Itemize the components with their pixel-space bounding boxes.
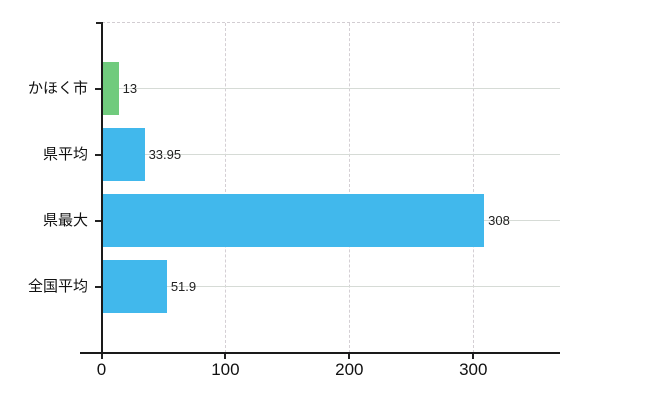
- category-label-1: 県平均: [42, 145, 88, 163]
- x-tick-0: [100, 354, 103, 359]
- value-label-1: 33.95: [148, 146, 182, 162]
- x-tick-100: [224, 354, 227, 359]
- gridline-horizontal-row3: [101, 286, 560, 288]
- gridline-vertical-100: [225, 22, 227, 353]
- plot-top-border: [101, 21, 560, 23]
- gridline-horizontal-row1: [101, 154, 560, 156]
- bar-3[interactable]: [102, 260, 167, 314]
- gridline-horizontal-row0: [101, 88, 560, 90]
- gridline-vertical-200: [349, 22, 351, 353]
- x-tick-200: [348, 354, 351, 359]
- category-tick-2: [94, 219, 101, 222]
- category-tick-0: [94, 87, 101, 90]
- y-axis-line: [100, 21, 103, 353]
- x-tick-label-100: 100: [211, 360, 240, 379]
- category-label-0: かほく市: [27, 79, 88, 97]
- value-label-3: 51.9: [170, 278, 197, 294]
- x-axis-line: [80, 352, 560, 354]
- bar-2[interactable]: [102, 194, 485, 248]
- gridline-vertical-300: [473, 22, 475, 353]
- x-tick-label-200: 200: [335, 360, 364, 379]
- bar-0[interactable]: [102, 62, 119, 116]
- y-axis-end-tick: [95, 21, 102, 24]
- category-tick-1: [94, 153, 101, 156]
- category-label-2: 県最大: [42, 211, 88, 229]
- x-tick-label-300: 300: [459, 360, 488, 379]
- x-tick-label-0: 0: [96, 360, 107, 379]
- x-tick-300: [472, 354, 475, 359]
- value-label-2: 308: [488, 212, 510, 228]
- value-label-0: 13: [122, 80, 138, 96]
- category-tick-3: [94, 285, 101, 288]
- category-label-3: 全国平均: [27, 277, 88, 295]
- bar-1[interactable]: [102, 128, 145, 182]
